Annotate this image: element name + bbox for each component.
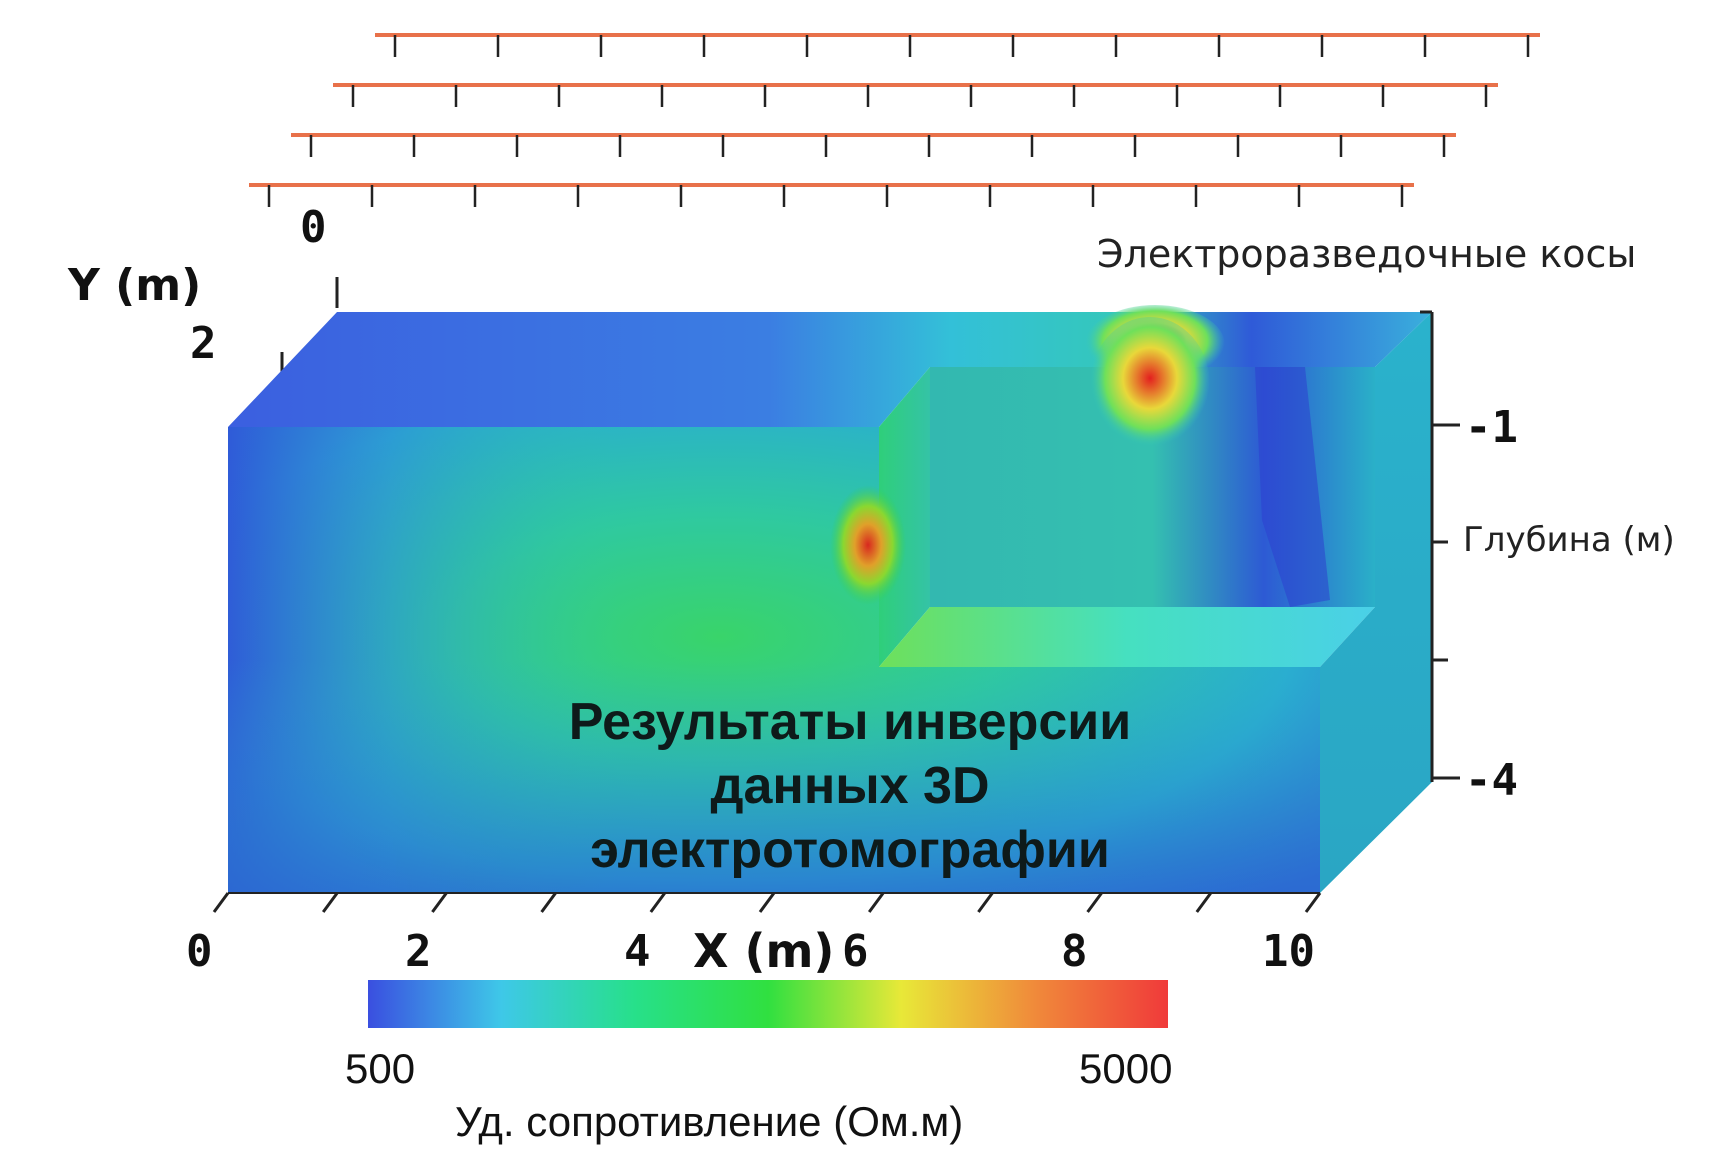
block-side-face	[1320, 312, 1432, 893]
x-tick-mark	[1086, 892, 1103, 913]
depth-tick-label-1: -1	[1465, 402, 1518, 453]
cutout-shelf	[879, 607, 1375, 667]
colorbar-gradient	[368, 980, 1168, 1028]
x-axis-ticks	[212, 892, 1322, 913]
colorbar-min-label: 500	[345, 1045, 416, 1092]
x-tick-mark	[321, 892, 339, 913]
x-tick-mark	[758, 892, 776, 913]
cutout-side-wall	[879, 367, 930, 667]
electrode-cables	[249, 33, 1540, 207]
x-tick-mark	[977, 892, 994, 913]
x-tick-10: 10	[1262, 926, 1315, 977]
front-anomaly	[830, 485, 906, 605]
title-line-2: данных 3D	[710, 757, 990, 815]
figure-title: Результаты инверсии данных 3D электротом…	[420, 690, 1280, 882]
deep-anomaly	[1090, 317, 1210, 453]
x-tick-mark	[1304, 892, 1322, 913]
colorbar	[368, 980, 1168, 1028]
title-line-1: Результаты инверсии	[568, 693, 1132, 751]
block-front-shade-bottom	[228, 427, 1320, 893]
y-tick-2: 2	[190, 318, 217, 369]
depth-axis-label: Глубина (м)	[1463, 520, 1675, 560]
cables-label: Электроразведочные косы	[1097, 232, 1637, 276]
depth-tick-label-4: -4	[1465, 755, 1518, 806]
x-tick-mark	[431, 892, 448, 913]
colorbar-max-label: 5000	[1079, 1045, 1173, 1092]
y-tick-0: 0	[300, 202, 327, 253]
x-tick-6: 6	[842, 926, 869, 977]
x-tick-mark	[1195, 892, 1213, 913]
x-tick-mark	[867, 892, 885, 913]
x-tick-0: 0	[186, 926, 213, 977]
x-tick-mark	[212, 892, 230, 913]
x-tick-8: 8	[1061, 926, 1088, 977]
x-tick-mark	[540, 892, 557, 913]
x-tick-2: 2	[405, 926, 432, 977]
x-tick-4: 4	[624, 926, 651, 977]
colorbar-title: Уд. сопротивление (Ом.м)	[455, 1098, 964, 1145]
cold-zone	[1255, 367, 1330, 607]
title-line-3: электротомографии	[590, 821, 1110, 879]
x-tick-mark	[649, 892, 667, 913]
y-axis-label: Y (m)	[68, 260, 202, 311]
x-axis-label: X (m)	[693, 924, 835, 978]
